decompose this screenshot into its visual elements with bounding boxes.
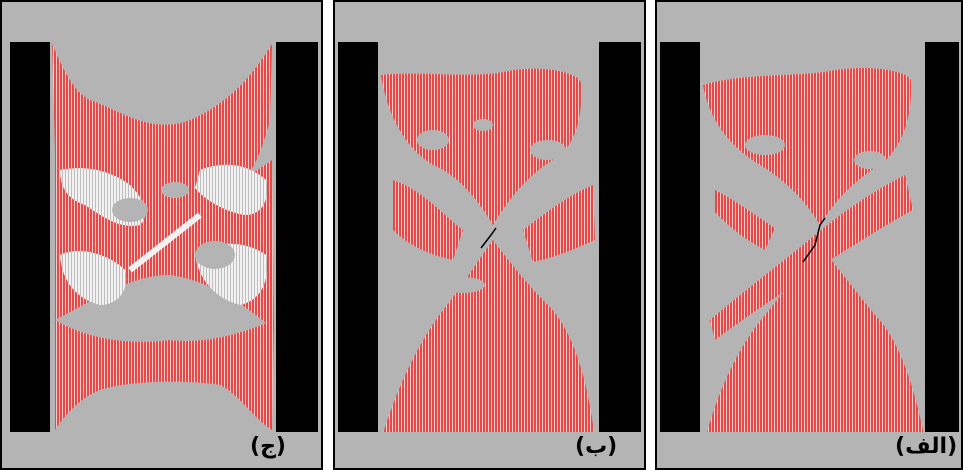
right-platen: [599, 42, 641, 432]
panel-label: (ج): [250, 434, 286, 459]
panel-label: (ب): [575, 434, 618, 459]
crack-zone-left-wing: [715, 190, 775, 250]
void: [473, 119, 493, 131]
bottom-plate: [338, 432, 641, 468]
open-crack-lower-left: [60, 250, 127, 305]
diagonal-crack: [128, 212, 202, 273]
crack-zone-bottom: [55, 320, 274, 430]
crack-zone-bottom-cone: [381, 240, 595, 440]
bottom-plate: [10, 432, 318, 468]
panel-a: (الف): [655, 0, 963, 470]
crack-zone-diagonal: [710, 175, 913, 340]
void: [195, 241, 235, 269]
void: [441, 277, 485, 293]
left-platen: [660, 42, 700, 432]
bottom-plate: [660, 432, 959, 468]
crack-zone-bottom-cone: [705, 245, 925, 440]
void: [781, 222, 809, 238]
crack-zone-top-cone: [381, 68, 582, 225]
center-crack: [480, 227, 497, 249]
left-platen: [338, 42, 378, 432]
void: [745, 135, 785, 155]
open-crack-upper-right: [195, 164, 268, 215]
panel-label: (الف): [895, 434, 958, 459]
panel-b-diagram: [333, 0, 646, 470]
crack-zone-right-wing: [523, 185, 595, 262]
void: [417, 130, 449, 150]
left-platen: [10, 42, 50, 432]
void: [854, 151, 886, 169]
right-platen: [276, 42, 318, 432]
panel-c: (ج): [0, 0, 323, 470]
panel-a-diagram: [655, 0, 963, 470]
panel-b: (ب): [333, 0, 646, 470]
panel-c-diagram: [0, 0, 323, 470]
right-platen: [925, 42, 959, 432]
crack-zone-left-wing: [393, 180, 463, 260]
void: [161, 182, 189, 198]
center-crack: [802, 217, 826, 263]
crack-zone-top-cone: [703, 68, 912, 225]
void: [530, 140, 566, 160]
void: [112, 198, 148, 222]
